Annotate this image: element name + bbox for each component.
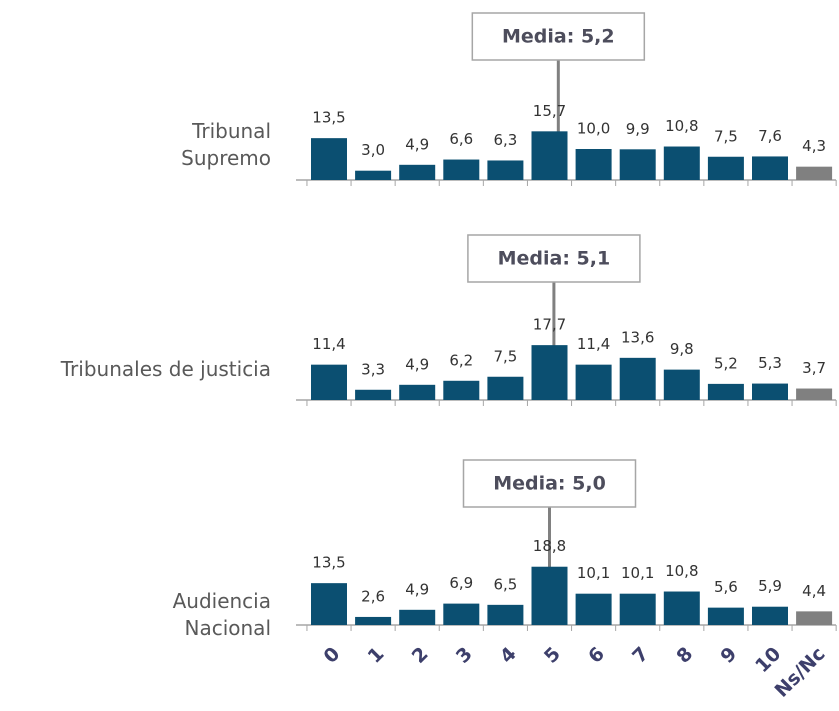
mean-box [467, 234, 641, 283]
value-label: 7,5 [714, 127, 738, 145]
bar [752, 156, 788, 180]
x-tick-label: 6 [584, 643, 609, 668]
bar [487, 376, 524, 400]
bar [707, 156, 744, 180]
value-label: 10,8 [665, 117, 698, 135]
value-label: 5,6 [714, 578, 738, 596]
value-label: 5,3 [758, 354, 782, 372]
bar [575, 593, 612, 625]
value-label: 6,9 [449, 574, 473, 592]
bar [619, 593, 656, 625]
bar [355, 170, 392, 180]
bar [311, 364, 347, 400]
x-tick-label: 5 [540, 643, 565, 668]
value-label: 2,6 [361, 587, 385, 605]
bar [443, 159, 480, 180]
value-label: 13,5 [312, 109, 345, 127]
bar [663, 591, 700, 625]
mean-box [462, 459, 637, 508]
bar [575, 364, 612, 400]
mean-label: Media: 5,0 [493, 473, 606, 495]
value-label: 9,8 [670, 340, 694, 358]
value-label: 5,9 [758, 577, 782, 595]
bar [399, 609, 436, 625]
value-label: 18,8 [533, 537, 566, 555]
value-label: 10,1 [577, 564, 610, 582]
value-label: 6,2 [449, 351, 473, 369]
bar [399, 164, 436, 180]
value-label: 6,3 [493, 131, 517, 149]
bar [619, 357, 656, 400]
value-label: 6,6 [449, 130, 473, 148]
value-label: 4,9 [405, 135, 429, 153]
x-tick-label: 2 [408, 643, 433, 668]
value-label: 10,1 [621, 564, 654, 582]
bar [663, 369, 700, 400]
bar [619, 149, 656, 180]
row-label: Tribunal Supremo [181, 119, 271, 170]
bar [707, 607, 744, 625]
bar [443, 380, 480, 400]
value-label: 6,5 [493, 575, 517, 593]
bar [487, 160, 524, 180]
bar [531, 566, 568, 625]
bar [707, 383, 744, 400]
bar [796, 611, 833, 625]
value-label: 15,7 [533, 102, 566, 120]
value-label: 3,3 [361, 360, 385, 378]
value-label: 3,0 [361, 141, 385, 159]
value-label: 4,9 [405, 355, 429, 373]
x-tick-label: 0 [320, 643, 345, 668]
value-label: 11,4 [577, 335, 610, 353]
value-label: 4,3 [802, 137, 826, 155]
value-label: 5,2 [714, 354, 738, 372]
bar [531, 345, 568, 400]
bar [355, 616, 392, 625]
bar [487, 604, 524, 625]
x-tick-label: 9 [716, 643, 741, 668]
value-label: 13,6 [621, 328, 654, 346]
row-label: Audiencia Nacional [172, 589, 271, 640]
x-tick-label: 4 [496, 643, 521, 668]
x-tick-label: 1 [364, 643, 389, 668]
x-tick-label: 3 [452, 643, 477, 668]
mean-box [471, 12, 646, 61]
value-label: 10,8 [665, 562, 698, 580]
bar [355, 389, 392, 400]
row-label: Tribunales de justicia [60, 357, 271, 381]
value-label: 17,7 [533, 316, 566, 334]
bar [311, 583, 347, 625]
bar [752, 383, 788, 400]
value-label: 4,9 [405, 580, 429, 598]
bar [575, 149, 612, 180]
bar [443, 603, 480, 625]
bar [531, 131, 568, 180]
value-label: 10,0 [577, 120, 610, 138]
mean-label: Media: 5,2 [502, 26, 615, 48]
x-tick-label: 7 [628, 643, 653, 668]
x-tick-label: 10 [751, 643, 785, 677]
x-tick-label: 8 [672, 643, 697, 668]
value-label: 7,6 [758, 127, 782, 145]
bar [796, 166, 833, 180]
bar [796, 388, 833, 400]
x-tick-label: Ns/Nc [771, 643, 830, 702]
bar [311, 138, 347, 180]
bar [399, 384, 436, 400]
value-label: 9,9 [626, 120, 650, 138]
bar [663, 146, 700, 180]
value-label: 4,4 [802, 582, 826, 600]
value-label: 11,4 [312, 335, 345, 353]
mean-label: Media: 5,1 [498, 248, 611, 270]
bar [752, 606, 788, 625]
value-label: 3,7 [802, 359, 826, 377]
value-label: 13,5 [312, 554, 345, 572]
value-label: 7,5 [493, 347, 517, 365]
